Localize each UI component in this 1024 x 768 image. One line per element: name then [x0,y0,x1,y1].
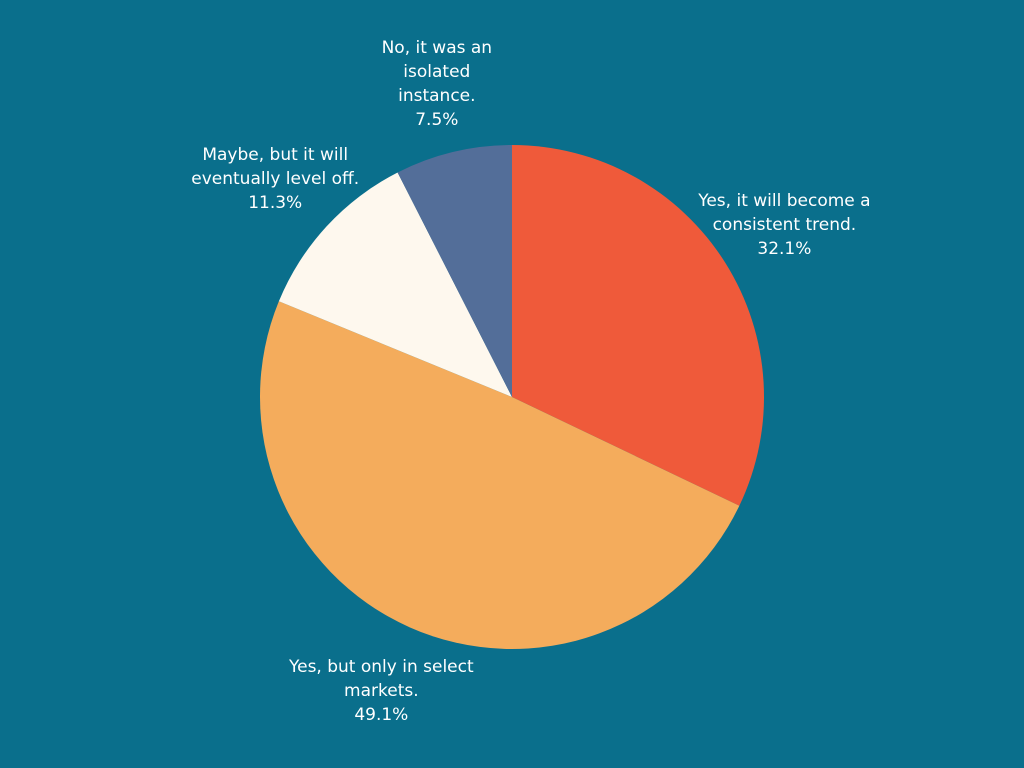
value-label: 11.3% [248,192,303,213]
slice-label: Yes, but only in select markets. 49.1% [286,655,476,727]
category-label: Maybe, but it will eventually level off. [191,144,360,189]
category-label: Yes, but only in select markets. [288,657,474,702]
pie-slice [278,172,512,397]
slice-label: Maybe, but it will eventually level off.… [180,143,370,215]
value-label: 32.1% [757,239,812,260]
slice-label: No, it was an isolated instance. 7.5% [367,36,507,132]
pie-slice [397,145,512,397]
value-label: 7.5% [415,109,459,130]
pie-slice [512,145,764,506]
slice-label: Yes, it will become a consistent trend. 3… [689,189,879,261]
category-label: Yes, it will become a consistent trend. [698,191,871,236]
value-label: 49.1% [354,705,409,726]
pie-slice [259,301,740,650]
category-label: No, it was an isolated instance. [381,37,493,106]
